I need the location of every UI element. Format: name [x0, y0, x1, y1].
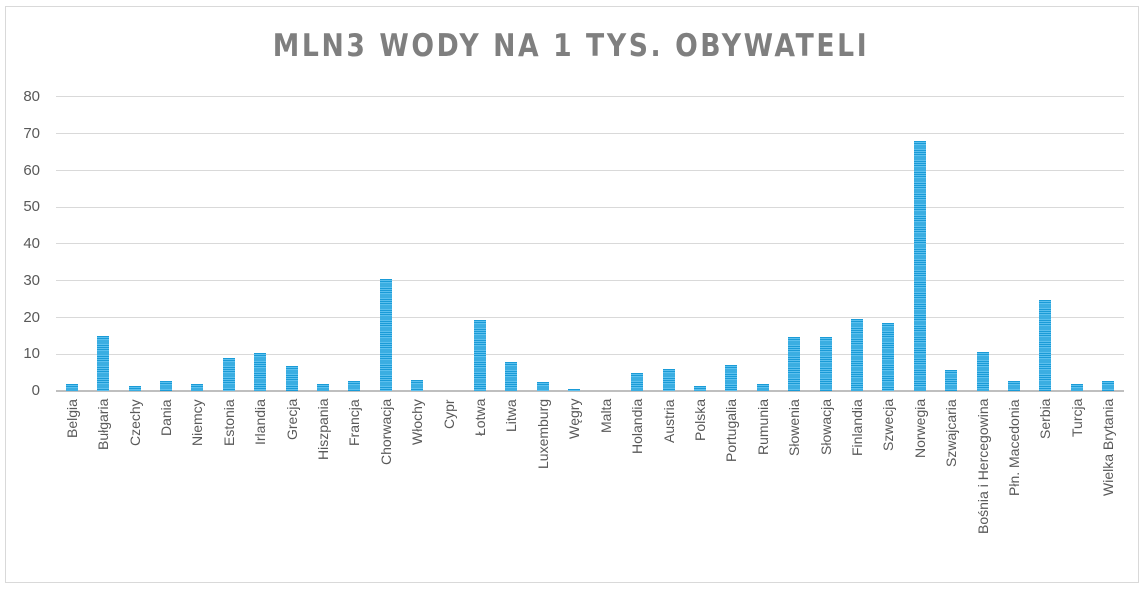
y-tick-label: 20 — [23, 308, 40, 326]
bar-hiszpania — [317, 384, 329, 391]
bar-niemcy — [191, 384, 204, 391]
bar-bośnia-i-hercegowina — [976, 352, 989, 391]
bar-słowacja — [819, 336, 832, 391]
y-tick-label: 70 — [23, 124, 40, 142]
x-tick-label: Finlandia — [849, 399, 865, 456]
chart-title: MLN3 WODY NA 1 TYS. OBYWATELI — [272, 28, 870, 64]
gridline — [56, 133, 1124, 134]
gridline — [56, 206, 1124, 208]
bar-węgry — [568, 389, 581, 391]
x-tick-label: Dania — [157, 399, 174, 436]
bar-dania — [159, 381, 172, 391]
y-tick-label: 40 — [23, 235, 40, 252]
bar-holandia — [631, 372, 644, 391]
bar-słowenia — [788, 336, 801, 391]
x-tick-label: Rumunia — [754, 398, 771, 455]
bar-czechy — [128, 385, 141, 391]
x-tick-label: Łotwa — [472, 398, 489, 436]
bar-szwajcaria — [945, 370, 958, 391]
x-tick-label: Serbia — [1037, 398, 1054, 439]
bar-turcja — [1070, 384, 1083, 391]
bar-wielka-brytania — [1102, 380, 1115, 391]
bar-francja — [348, 380, 361, 391]
x-tick-label: Węgry — [566, 398, 583, 439]
x-tick-label: Czechy — [126, 399, 143, 446]
y-tick-label: 60 — [23, 161, 40, 179]
bar-rumunia — [756, 384, 769, 391]
x-tick-label: Płn. Macedonia — [1006, 399, 1023, 496]
bar-litwa — [505, 361, 518, 391]
x-tick-label: Estonia — [220, 399, 237, 446]
chart-frame — [5, 6, 1139, 583]
bar-polska — [693, 385, 706, 391]
x-tick-label: Francja — [346, 399, 363, 446]
x-tick-label: Irlandia — [252, 399, 269, 445]
bar-austria — [662, 368, 675, 391]
bar-łotwa — [474, 320, 487, 391]
x-tick-label: Niemcy — [189, 399, 206, 446]
x-tick-label: Austria — [660, 399, 677, 443]
bar-serbia — [1039, 300, 1052, 391]
bar-płn-macedonia — [1008, 380, 1021, 391]
bar-norwegia — [913, 141, 926, 391]
bar-szwecja — [882, 323, 895, 391]
x-tick-label: Norwegia — [911, 398, 928, 458]
x-tick-label: Portugalia — [723, 398, 740, 462]
bar-finlandia — [851, 318, 863, 391]
x-tick-label: Polska — [691, 398, 708, 441]
bar-grecja — [285, 366, 298, 391]
x-tick-label: Hiszpania — [315, 398, 331, 460]
gridline — [56, 243, 1124, 245]
x-tick-label: Luxemburg — [534, 398, 551, 469]
y-tick-label: 30 — [23, 271, 40, 289]
gridline — [56, 169, 1124, 171]
x-tick-label: Bułgaria — [95, 398, 112, 450]
x-tick-label: Malta — [597, 398, 614, 433]
x-tick-label: Włochy — [409, 399, 426, 445]
y-tick-label: 50 — [23, 198, 40, 216]
bar-belgia — [65, 384, 78, 391]
bar-irlandia — [254, 352, 267, 391]
gridline — [56, 280, 1124, 281]
y-tick-label: 10 — [23, 345, 40, 363]
x-tick-label: Chorwacja — [377, 398, 394, 465]
x-tick-label: Słowenia — [786, 399, 803, 456]
bar-estonia — [222, 357, 235, 391]
y-tick-label: 80 — [23, 88, 40, 105]
x-tick-label: Słowacja — [817, 398, 834, 455]
bar-bułgaria — [97, 335, 110, 391]
x-tick-label: Szwajcaria — [943, 399, 960, 467]
x-tick-label: Belgia — [63, 399, 80, 438]
bar-chorwacja — [379, 279, 392, 391]
gridline — [56, 96, 1124, 98]
y-tick-label: 0 — [31, 382, 40, 399]
gridline — [56, 353, 1124, 355]
x-tick-label: Wielka Brytania — [1100, 398, 1117, 496]
x-tick-label: Szwecja — [880, 398, 897, 451]
gridline — [56, 316, 1124, 318]
x-tick-label: Bośnia i Hercegowina — [974, 398, 991, 534]
bar-włochy — [411, 379, 424, 391]
x-tick-label: Cypr — [440, 399, 457, 429]
bar-portugalia — [725, 364, 738, 391]
x-tick-label: Litwa — [503, 399, 520, 432]
x-axis-line — [56, 390, 1124, 392]
x-tick-label: Turcja — [1068, 398, 1085, 437]
bar-luxemburg — [536, 382, 549, 391]
x-tick-label: Grecja — [283, 398, 300, 440]
plot-area — [56, 96, 1124, 392]
x-tick-label: Holandia — [629, 398, 646, 454]
